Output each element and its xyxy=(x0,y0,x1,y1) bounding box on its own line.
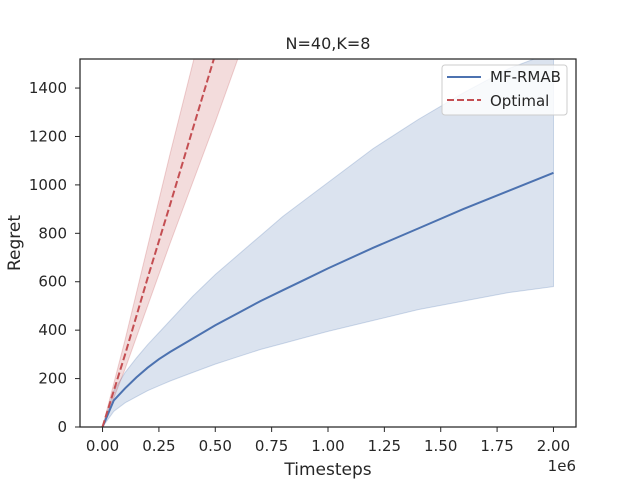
confidence-bands xyxy=(102,59,554,427)
legend: MF-RMAB Optimal xyxy=(441,64,568,116)
chart-title: N=40,K=8 xyxy=(286,34,371,53)
band-optimal xyxy=(102,59,239,427)
series-line-optimal xyxy=(101,59,215,427)
x-tick-label: 0.00 xyxy=(86,437,119,455)
x-axis-label: Timesteps xyxy=(283,460,371,480)
band-mf-rmab xyxy=(102,59,554,427)
y-tick-label: 800 xyxy=(38,224,67,242)
x-axis-ticks: 0.00 0.25 0.50 0.75 1.00 1.25 1.50 1.75 2.00 xyxy=(86,427,570,455)
plot-area xyxy=(80,59,576,427)
y-tick-label: 1400 xyxy=(29,79,67,97)
y-axis-ticks: 0 200 400 600 800 1000 1200 1400 xyxy=(29,79,80,436)
x-tick-label: 0.75 xyxy=(255,437,288,455)
y-tick-label: 600 xyxy=(38,273,67,291)
y-tick-label: 200 xyxy=(38,370,67,388)
x-tick-label: 0.25 xyxy=(142,437,175,455)
x-tick-label: 1.75 xyxy=(480,437,513,455)
series-line-mf-rmab xyxy=(101,171,554,427)
y-tick-label: 400 xyxy=(38,321,67,339)
y-tick-label: 0 xyxy=(57,418,67,436)
x-axis-offset-label: 1e6 xyxy=(548,457,576,475)
x-tick-label: 0.50 xyxy=(199,437,232,455)
y-tick-label: 1200 xyxy=(29,127,67,145)
x-tick-label: 1.00 xyxy=(311,437,344,455)
x-tick-label: 2.00 xyxy=(537,437,570,455)
legend-label-optimal: Optimal xyxy=(490,92,549,110)
x-tick-label: 1.50 xyxy=(424,437,457,455)
series-lines xyxy=(101,59,554,427)
x-tick-label: 1.25 xyxy=(368,437,401,455)
y-axis-label: Regret xyxy=(5,215,25,271)
legend-label-mf-rmab: MF-RMAB xyxy=(490,68,561,86)
y-tick-label: 1000 xyxy=(29,176,67,194)
